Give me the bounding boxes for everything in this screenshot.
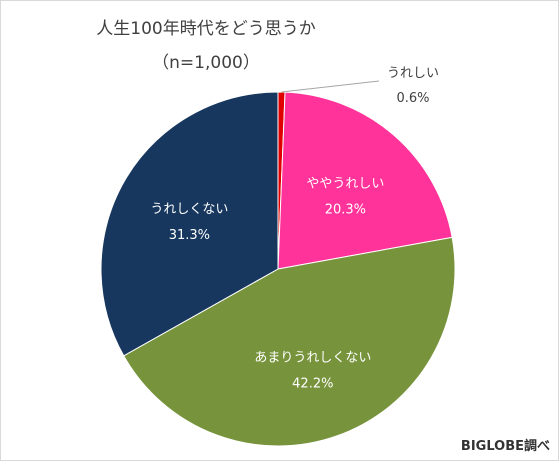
pie-slice-1 (277, 91, 453, 270)
leader-line-0 (281, 80, 380, 93)
pie-slice-3 (100, 91, 279, 357)
slice-value-1: 20.3% (325, 203, 366, 218)
slice-label-3: うれしくない (150, 202, 228, 217)
slice-value-2: 42.2% (292, 377, 333, 392)
slice-label-2: あまりうれしくない (254, 351, 371, 366)
slice-label-0: うれしい (387, 66, 439, 81)
pie-slice-2 (123, 236, 456, 447)
chart-subtitle: （n=1,000） (152, 53, 260, 73)
slice-value-3: 31.3% (169, 228, 210, 243)
source-credit: BIGLOBE調べ (460, 439, 550, 454)
chart-title: 人生100年時代をどう思うか (96, 19, 316, 39)
slice-value-0: 0.6% (396, 91, 429, 106)
slice-label-1: ややうれしい (306, 177, 384, 192)
